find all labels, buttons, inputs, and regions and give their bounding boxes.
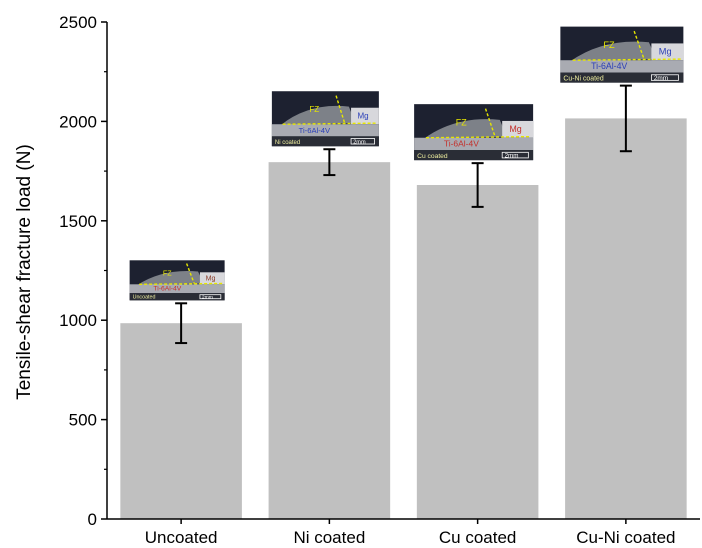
- bar-2: [268, 162, 391, 520]
- bar-3: [416, 185, 539, 520]
- x-tick-label-2: Ni coated: [293, 528, 365, 547]
- inset-base-label: Ti-6Al-4V: [299, 126, 331, 135]
- inset-caption-strip: [271, 136, 379, 147]
- inset-image-2: FZ Mg Ti-6Al-4V Ni coated 2mm: [271, 91, 379, 147]
- mg-block: [502, 120, 534, 138]
- inset-image-3: FZ Mg Ti-6Al-4V Cu coated 2mm: [414, 104, 534, 161]
- inset-base-label: Ti-6Al-4V: [153, 286, 181, 293]
- inset-scale-box: [501, 151, 529, 159]
- inset-scale-label: 2mm: [353, 139, 366, 145]
- inset-image-4: FZ Mg Ti-6Al-4V Cu-Ni coated 2mm: [560, 26, 684, 83]
- inset-scale-box: [199, 294, 222, 300]
- fusion-zone-shape: [570, 41, 657, 62]
- y-tick-label-1000: 1000: [59, 311, 97, 330]
- inset-metal-label: Mg: [509, 124, 521, 134]
- y-tick-label-0: 0: [88, 510, 97, 529]
- mg-block: [351, 107, 379, 125]
- y-tick-label-2000: 2000: [59, 112, 97, 131]
- inset-fz-label: FZ: [603, 40, 615, 50]
- inset-scale-box: [350, 138, 375, 145]
- fusion-side-line: [185, 263, 195, 284]
- axes-layer: 0 500 1000 1500 2000 2500 Uncoated Ni coated Cu …: [59, 13, 700, 547]
- inset-fz-label: FZ: [163, 270, 172, 278]
- y-axis-title: Tensile-shear fracture load (N): [14, 144, 35, 400]
- fusion-zone-shape: [137, 270, 204, 286]
- x-tick-label-3: Cu coated: [439, 528, 517, 547]
- x-tick-label-1: Uncoated: [145, 528, 218, 547]
- inset-coating-label: Cu coated: [417, 153, 448, 160]
- x-tick-label-4: Cu-Ni coated: [576, 528, 675, 547]
- inset-scale-label: 2mm: [505, 152, 519, 159]
- inset-scale-label: 2mm: [654, 75, 668, 82]
- inset-coating-label: Uncoated: [133, 295, 156, 301]
- inset-metal-label: Mg: [659, 47, 672, 57]
- fusion-zone-shape: [423, 119, 507, 139]
- mg-block: [651, 43, 684, 61]
- bar-4: [565, 118, 687, 519]
- inset-base-label: Ti-6Al-4V: [591, 61, 627, 71]
- ti-substrate: [414, 137, 534, 151]
- inset-coating-label: Ni coated: [275, 140, 300, 146]
- inset-metal-label: Mg: [357, 112, 368, 121]
- insets-layer: FZ Mg Ti-6Al-4V Uncoated 2mm FZ Mg Ti-6Al-4V Ni …: [129, 26, 684, 301]
- ti-substrate: [271, 124, 379, 137]
- inset-coating-label: Cu-Ni coated: [563, 75, 603, 82]
- mg-block: [199, 272, 225, 285]
- inset-scale-label: 2mm: [202, 294, 213, 300]
- bar-1: [120, 323, 242, 519]
- y-tick-label-1500: 1500: [59, 212, 97, 231]
- inset-caption-strip: [560, 72, 684, 83]
- fusion-boundary-line: [282, 122, 377, 125]
- fusion-boundary-line: [572, 58, 681, 61]
- inset-fz-label: FZ: [309, 105, 319, 114]
- inset-scale-box: [650, 74, 679, 81]
- inset-metal-label: Mg: [206, 274, 216, 282]
- y-tick-label-2500: 2500: [59, 13, 97, 32]
- ti-substrate: [560, 60, 684, 73]
- error-bars-layer: [175, 84, 632, 345]
- inset-caption-strip: [414, 150, 534, 161]
- fusion-zone-shape: [280, 105, 356, 126]
- inset-fz-label: FZ: [456, 117, 467, 127]
- fusion-boundary-line: [139, 282, 223, 286]
- inset-base-label: Ti-6Al-4V: [444, 139, 479, 149]
- inset-caption-strip: [129, 293, 225, 301]
- y-tick-label-500: 500: [69, 411, 97, 430]
- bars-layer: [120, 118, 687, 520]
- ti-substrate: [129, 284, 225, 294]
- fusion-boundary-line: [426, 135, 531, 139]
- inset-image-1: FZ Mg Ti-6Al-4V Uncoated 2mm: [129, 260, 225, 301]
